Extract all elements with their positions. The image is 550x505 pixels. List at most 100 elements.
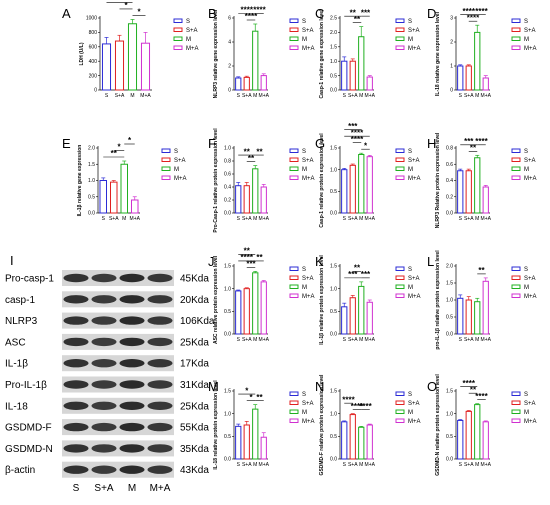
blot-band (119, 380, 145, 389)
y-tick-label: 1.0 (88, 178, 95, 184)
blot-row-label: IL-18 (5, 401, 28, 412)
blot-band (119, 316, 145, 325)
legend-swatch (173, 36, 183, 41)
legend-label: S+A (408, 401, 420, 407)
significance-label: * (128, 136, 132, 145)
legend-swatch (511, 36, 521, 41)
legend-label: M+A (408, 294, 421, 300)
significance-label: * (364, 141, 368, 150)
x-tick-label: M (253, 93, 257, 99)
x-tick-label: S (237, 337, 241, 343)
y-tick-label: 0.0 (446, 332, 453, 338)
y-tick-label: 6 (228, 16, 231, 22)
blot-row-label: Pro-IL-1β (5, 380, 47, 391)
panel-letter: M (208, 379, 219, 394)
blot-band (63, 380, 89, 389)
legend-swatch (289, 293, 299, 298)
legend-swatch (395, 148, 405, 153)
y-tick-label: 0.2 (446, 194, 453, 200)
blot-strip (62, 419, 174, 436)
blot-band (91, 444, 117, 453)
blot-size-label: 25Kda (180, 401, 209, 412)
blot-band (63, 295, 89, 304)
y-tick-label: 0 (94, 88, 97, 94)
legend-swatch (161, 175, 171, 180)
x-tick-label: S+A (109, 216, 119, 222)
bar-s (235, 290, 242, 335)
y-tick-label: 0.5 (88, 194, 95, 200)
bar-m (252, 168, 259, 214)
y-tick-label: 1.0 (446, 411, 453, 417)
bar-m (358, 36, 365, 91)
blot-band (147, 422, 173, 432)
x-tick-label: M+A (481, 216, 492, 222)
blot-band (147, 316, 173, 325)
significance-label: **** (253, 6, 266, 15)
legend-label: M+A (302, 176, 315, 182)
y-tick-label: 0 (450, 88, 453, 94)
x-tick-label: M+A (140, 93, 151, 99)
x-tick-label: M (253, 462, 257, 468)
y-axis-label: GSDMD-F relative protein expression leve… (319, 374, 325, 475)
legend-label: M+A (302, 46, 315, 52)
blot-band (147, 295, 173, 304)
legend-label: S (302, 392, 306, 398)
x-tick-label: M (475, 462, 479, 468)
bar-m (120, 163, 129, 214)
significance-label: *** (246, 260, 256, 269)
y-tick-label: 2 (450, 40, 453, 46)
y-tick-label: 1.0 (446, 298, 453, 304)
x-tick-label: S+A (242, 337, 252, 343)
blot-row-label: IL-1β (5, 359, 28, 370)
legend-label: S+A (302, 401, 314, 407)
bar-mplusa (366, 301, 373, 335)
legend-label: S+A (408, 276, 420, 282)
blot-band (63, 401, 89, 410)
significance-label: ** (244, 247, 251, 256)
legend-swatch (511, 391, 521, 396)
legend-swatch (511, 18, 521, 23)
blot-band (119, 273, 145, 283)
x-tick-label: S (459, 462, 463, 468)
bar-splusa (465, 65, 472, 91)
y-axis-label: Pro-Casp-1 relative protein expression l… (213, 128, 219, 233)
bar-splusa (114, 40, 125, 91)
bar-splusa (243, 185, 250, 214)
x-tick-label: M+A (365, 337, 376, 343)
chart-panel-k: KIL-1β relative protein expression level… (315, 254, 421, 345)
x-tick-label: M+A (259, 462, 270, 468)
bar-m (252, 272, 259, 335)
legend-label: S (408, 392, 412, 398)
chart-panel-d: DIL-18 relative gene expression level 0 1 2… (427, 6, 537, 99)
legend-swatch (511, 157, 521, 162)
legend-label: M (408, 285, 413, 291)
x-tick-label: M (253, 216, 257, 222)
blot-band (119, 337, 145, 347)
blot-row-label: GSDMD-N (5, 444, 53, 455)
y-tick-label: 0.6 (446, 162, 453, 168)
x-tick-label: S+A (464, 337, 474, 343)
y-tick-label: 200 (89, 73, 98, 79)
legend-label: M (408, 410, 413, 416)
x-tick-label: M (359, 337, 363, 343)
y-tick-label: 1.5 (88, 162, 95, 168)
significance-label: ** (354, 264, 361, 273)
blot-row-label: NLRP3 (5, 316, 38, 327)
blot-strip (62, 397, 174, 414)
legend-swatch (395, 275, 405, 280)
bar-splusa (465, 299, 472, 335)
significance-label: ** (256, 147, 263, 156)
chart-panel-m: MIL-18 relative protein expression level… (208, 379, 315, 470)
blot-lane-label: S+A (94, 483, 114, 494)
legend-label: M+A (302, 294, 315, 300)
y-axis-label: GSDMD-N relative protein expression leve… (435, 374, 441, 476)
y-tick-label: 0.5 (446, 315, 453, 321)
legend-swatch (511, 418, 521, 423)
legend-swatch (395, 157, 405, 162)
y-axis-label: IL-18 relative protein expression level (213, 380, 219, 470)
y-axis-label: NLRP3 relative gene expression level (213, 9, 219, 98)
legend-label: M (524, 285, 529, 291)
legend-swatch (511, 148, 521, 153)
significance-label: **** (359, 402, 372, 411)
